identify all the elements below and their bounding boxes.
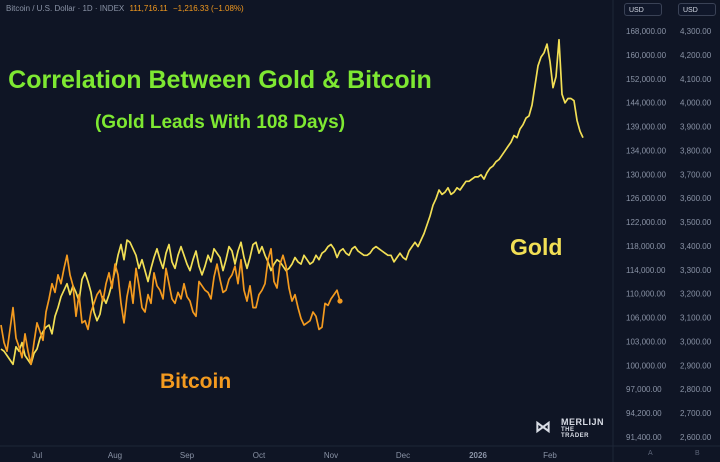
right-tick-label: 3,300.00 (680, 266, 712, 275)
right-tick-label: 4,000.00 (680, 99, 712, 108)
left-tick-label: 152,000.00 (626, 75, 667, 84)
price-change: −1,216.33 (−1.08%) (172, 4, 244, 13)
right-tick-label: 3,900.00 (680, 123, 712, 132)
x-tick-label: Dec (396, 451, 410, 460)
left-price-axis: 168,000.00 160,000.00 152,000.00 144,000.00… (612, 0, 667, 462)
right-tick-label: 4,100.00 (680, 75, 712, 84)
symbol-header: Bitcoin / U.S. Dollar · 1D · INDEX 111,7… (6, 4, 244, 13)
x-tick-label: Nov (324, 451, 338, 460)
series-line-gold (0, 38, 584, 366)
right-tick-label: 2,800.00 (680, 385, 712, 394)
right-price-axis: 4,300.00 4,200.00 4,100.00 4,000.00 3,900.00… (680, 27, 712, 442)
right-tick-label: 2,900.00 (680, 361, 712, 370)
bitcoin-last-point (337, 298, 343, 304)
symbol-label: Bitcoin / U.S. Dollar · 1D · INDEX (6, 4, 125, 13)
right-tick-label: 3,800.00 (680, 146, 712, 155)
right-tick-label: 4,200.00 (680, 51, 712, 60)
x-tick-label: 2026 (469, 451, 487, 460)
chart-subtitle: (Gold Leads With 108 Days) (94, 112, 346, 133)
series-label-gold: Gold (510, 234, 563, 260)
x-tick-label: Oct (253, 451, 266, 460)
x-tick-label: Sep (180, 451, 195, 460)
x-tick-label: Aug (108, 451, 122, 460)
left-tick-label: 139,000.00 (626, 123, 667, 132)
right-tick-label: 2,600.00 (680, 433, 712, 442)
currency-button-left[interactable]: USD (624, 3, 662, 16)
right-tick-label: 3,200.00 (680, 290, 712, 299)
left-tick-label: 160,000.00 (626, 51, 667, 60)
corner-label-a: A (648, 450, 653, 457)
left-tick-label: 103,000.00 (626, 337, 667, 346)
left-tick-label: 94,200.00 (626, 409, 662, 418)
right-tick-label: 3,600.00 (680, 194, 712, 203)
right-tick-label: 3,700.00 (680, 170, 712, 179)
series-line-bitcoin (0, 247, 341, 366)
logo-mark-icon: ⋈ (535, 419, 551, 436)
logo-name: MERLIJN (561, 417, 605, 427)
left-tick-label: 122,000.00 (626, 218, 667, 227)
series-label-bitcoin: Bitcoin (160, 370, 232, 393)
right-tick-label: 4,300.00 (680, 27, 712, 36)
right-tick-label: 3,400.00 (680, 242, 712, 251)
right-tick-label: 3,500.00 (680, 218, 712, 227)
x-tick-label: Feb (543, 451, 557, 460)
left-tick-label: 134,000.00 (626, 146, 667, 155)
currency-button-right[interactable]: USD (678, 3, 716, 16)
left-tick-label: 144,000.00 (626, 99, 667, 108)
left-tick-label: 130,000.00 (626, 170, 667, 179)
right-tick-label: 2,700.00 (680, 409, 712, 418)
logo-tagline: THE TRADER (561, 427, 589, 439)
left-tick-label: 168,000.00 (626, 27, 667, 36)
last-price: 111,716.11 (129, 4, 168, 13)
corner-label-b: B (695, 450, 700, 457)
left-tick-label: 126,000.00 (626, 194, 667, 203)
series-lines (0, 38, 584, 366)
left-tick-label: 110,000.00 (626, 290, 666, 299)
left-tick-label: 97,000.00 (626, 385, 662, 394)
x-tick-label: Jul (32, 451, 42, 460)
chart-title: Correlation Between Gold & Bitcoin (8, 66, 432, 94)
left-tick-label: 100,000.00 (626, 361, 667, 370)
time-axis: Jul Aug Sep Oct Nov Dec 2026 Feb (0, 445, 720, 460)
right-tick-label: 3,100.00 (680, 314, 712, 323)
left-tick-label: 106,000.00 (626, 314, 667, 323)
left-tick-label: 114,000.00 (626, 266, 666, 275)
left-tick-label: 118,000.00 (626, 242, 666, 251)
right-tick-label: 3,000.00 (680, 337, 712, 346)
left-tick-label: 91,400.00 (626, 433, 662, 442)
